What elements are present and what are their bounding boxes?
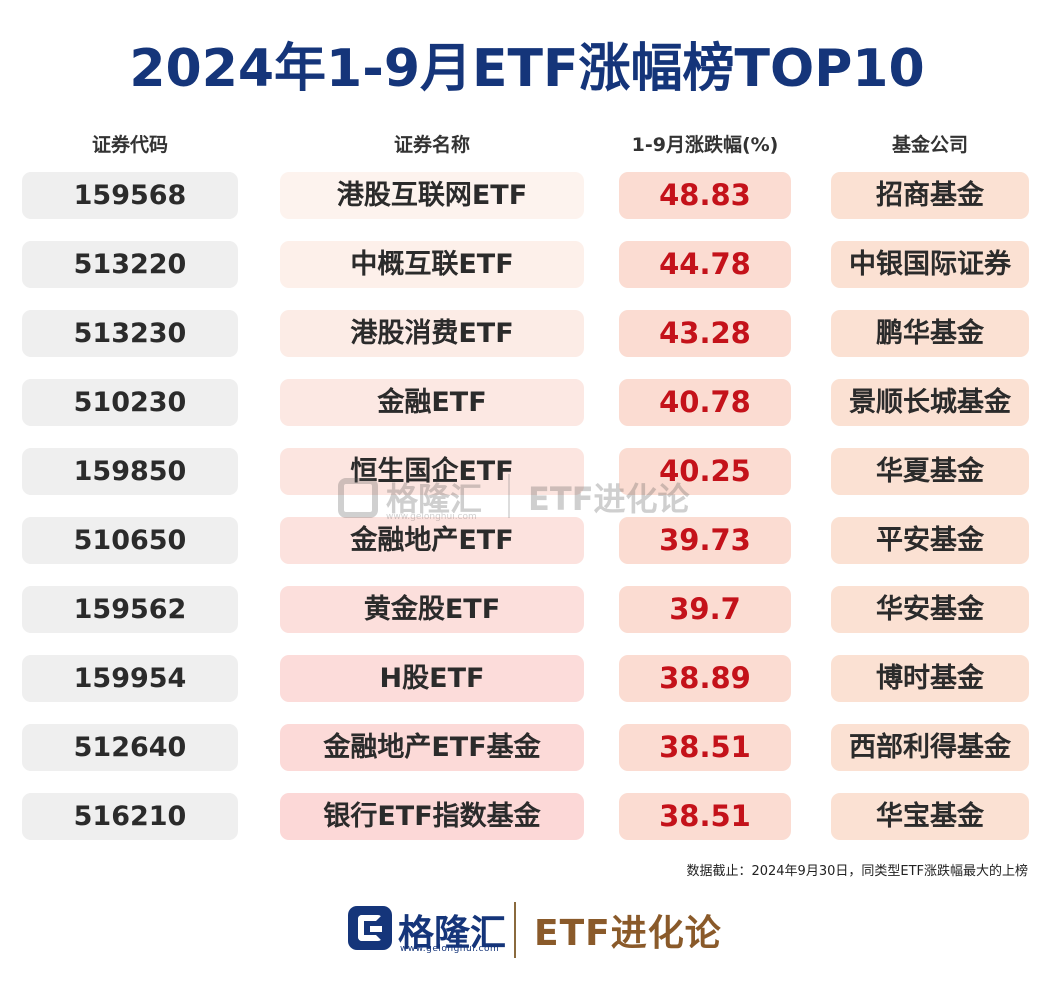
security-name: 金融ETF [280, 379, 584, 426]
security-name: 港股消费ETF [280, 310, 584, 357]
fund-company: 鹏华基金 [831, 310, 1029, 357]
fund-company: 中银国际证券 [831, 241, 1029, 288]
fund-company: 平安基金 [831, 517, 1029, 564]
page-title: 2024年1-9月ETF涨幅榜TOP10 [129, 39, 925, 99]
footer-url: www.gelonghui.com [400, 944, 500, 954]
security-name: 港股互联网ETF [280, 172, 584, 219]
table-row: 512640 金融地产ETF基金 38.51 西部利得基金 [0, 724, 1054, 771]
change-percent: 40.78 [619, 379, 791, 426]
footer-divider [514, 902, 516, 958]
fund-company: 华宝基金 [831, 793, 1029, 840]
change-percent: 44.78 [619, 241, 791, 288]
change-percent: 39.73 [619, 517, 791, 564]
security-code: 159568 [22, 172, 238, 219]
security-code: 159850 [22, 448, 238, 495]
table-row: 159562 黄金股ETF 39.7 华安基金 [0, 586, 1054, 633]
footnote: 数据截止：2024年9月30日，同类型ETF涨跌幅最大的上榜 [686, 864, 1028, 879]
gelonghui-logo-icon [348, 906, 392, 950]
header-code: 证券代码 [91, 134, 168, 156]
security-name: 黄金股ETF [280, 586, 584, 633]
table-row: 513220 中概互联ETF 44.78 中银国际证券 [0, 241, 1054, 288]
security-name: 恒生国企ETF [280, 448, 584, 495]
footer-brand: 格隆汇 [398, 913, 507, 954]
change-percent: 40.25 [619, 448, 791, 495]
security-code: 513230 [22, 310, 238, 357]
change-percent: 43.28 [619, 310, 791, 357]
security-name: 金融地产ETF基金 [280, 724, 584, 771]
change-percent: 48.83 [619, 172, 791, 219]
table-row: 510650 金融地产ETF 39.73 平安基金 [0, 517, 1054, 564]
fund-company: 华安基金 [831, 586, 1029, 633]
security-code: 159562 [22, 586, 238, 633]
security-code: 159954 [22, 655, 238, 702]
fund-company: 华夏基金 [831, 448, 1029, 495]
security-name: H股ETF [280, 655, 584, 702]
table-row: 516210 银行ETF指数基金 38.51 华宝基金 [0, 793, 1054, 840]
security-name: 金融地产ETF [280, 517, 584, 564]
change-percent: 38.89 [619, 655, 791, 702]
footer: 格隆汇 www.gelonghui.com ETF进化论 [0, 896, 1054, 968]
header-name: 证券名称 [393, 134, 470, 156]
fund-company: 博时基金 [831, 655, 1029, 702]
table-row: 159850 恒生国企ETF 40.25 华夏基金 [0, 448, 1054, 495]
security-name: 中概互联ETF [280, 241, 584, 288]
fund-company: 景顺长城基金 [831, 379, 1029, 426]
change-percent: 38.51 [619, 724, 791, 771]
table-row: 159954 H股ETF 38.89 博时基金 [0, 655, 1054, 702]
footer-etf-brand: ETF进化论 [534, 913, 722, 954]
table-row: 159568 港股互联网ETF 48.83 招商基金 [0, 172, 1054, 219]
change-percent: 39.7 [619, 586, 791, 633]
fund-company: 西部利得基金 [831, 724, 1029, 771]
security-code: 512640 [22, 724, 238, 771]
table-row: 513230 港股消费ETF 43.28 鹏华基金 [0, 310, 1054, 357]
change-percent: 38.51 [619, 793, 791, 840]
fund-company: 招商基金 [831, 172, 1029, 219]
security-name: 银行ETF指数基金 [280, 793, 584, 840]
security-code: 513220 [22, 241, 238, 288]
security-code: 510230 [22, 379, 238, 426]
table-row: 510230 金融ETF 40.78 景顺长城基金 [0, 379, 1054, 426]
header-company: 基金公司 [891, 134, 968, 156]
security-code: 516210 [22, 793, 238, 840]
header-change: 1-9月涨跌幅(%) [631, 134, 779, 156]
security-code: 510650 [22, 517, 238, 564]
